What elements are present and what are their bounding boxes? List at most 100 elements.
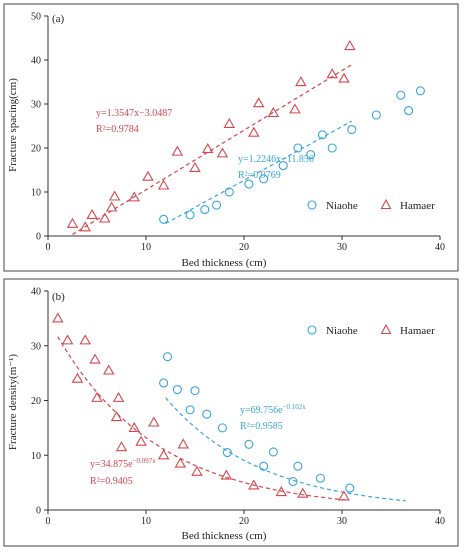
panel-a-hamaer-point (201, 142, 214, 154)
panel-b-y-tick-label: 20 (31, 396, 41, 407)
panel-b-hamaer-point (191, 465, 203, 476)
panel-b-hamaer-point (177, 438, 189, 449)
panel-a-y-tick-label: 10 (31, 188, 41, 199)
panel-b-hamaer-point (338, 490, 350, 501)
panel-a-hamaer-point (223, 117, 236, 128)
panel-a-niaohe-point (306, 150, 316, 160)
panel-a-hamaer-point (326, 68, 338, 79)
panel-a-y-tick-label: 50 (31, 12, 41, 23)
panel-a-ylabel: Fracture spacing(cm) (7, 78, 19, 172)
panel-a-hamaer-point (289, 103, 301, 114)
panel-b-niaohe-point (202, 409, 212, 419)
panel-b-hamaer-fit-label: y=34.875e−0.097x R²=0.9405 (90, 457, 156, 487)
panel-b-y-tick-label: 30 (31, 341, 41, 352)
panel-a-hamaer-point (66, 217, 79, 228)
panel-a-x-tick-label: 0 (46, 242, 51, 253)
panel-a-hamaer-point (267, 106, 280, 117)
panel-a-y-tick-label: 0 (36, 232, 41, 243)
panel-a-hamaer-point (105, 201, 118, 212)
panel-a-legend-hamaer-marker (380, 198, 392, 210)
panel-b-legend-hamaer-label: Hamaer (400, 325, 435, 337)
panel-a-hamaer-point (86, 208, 98, 220)
panel-b-hamaer-point (174, 457, 187, 468)
panel-b-niaohe-point (293, 461, 303, 471)
panel-b-legend-niaohe-label: Niaohe (326, 325, 358, 337)
panel-b: (b) Fracture density(m⁻¹) Bed thickness … (3, 278, 459, 547)
panel-b-x-tick-label: 40 (435, 516, 445, 527)
panel-a-hamaer-point (216, 147, 229, 158)
panel-b-hamaer-point (61, 334, 74, 345)
panel-b-hamaer-point (248, 479, 260, 490)
panel-a-niaohe-r2: R²=0.9769 (238, 170, 281, 181)
panel-a-x-tick-label: 20 (239, 242, 249, 253)
panel-b-hamaer-equation-base: y=34.875e (90, 459, 133, 470)
panel-b-hamaer-point (297, 487, 309, 498)
panel-b-hamaer-point (275, 486, 287, 497)
panel-b-hamaer-point (89, 353, 101, 364)
panel-b-frame (3, 278, 459, 547)
panel-b-niaohe-fit-label: y=69.756e−0.102x R²=0.9585 (240, 403, 306, 432)
panel-a-x-tick-label: 40 (435, 242, 445, 253)
panel-a-axes: 0 10 20 30 40 0 10 20 30 40 50 (31, 12, 445, 254)
panel-b-legend: Niaohe Hamaer (307, 323, 435, 337)
panel-b-y-tick-label: 0 (36, 506, 41, 517)
panel-a-niaohe-point (159, 214, 169, 224)
panel-b-hamaer-point (112, 391, 125, 402)
panel-b-x-tick-label: 30 (337, 516, 347, 527)
panel-a-x-tick-label: 30 (337, 242, 347, 253)
panel-a-hamaer-point (108, 190, 121, 201)
panel-a-niaohe-point (278, 161, 288, 171)
panel-a-hamaer-point (338, 72, 350, 83)
panel-a-niaohe-point (404, 106, 414, 116)
panel-b-niaohe-point (315, 473, 325, 483)
panel-a-hamaer-point (189, 161, 201, 172)
panel-b-niaohe-equation-base: y=69.756e (240, 405, 283, 416)
panel-a-niaohe-point (185, 210, 195, 220)
panel-b-y-tick-label: 40 (31, 287, 41, 298)
panel-b-legend-niaohe-marker (307, 325, 317, 335)
panel-a-hamaer-point (142, 170, 154, 181)
panel-a-niaohe-point (293, 143, 303, 153)
panel-b-niaohe-point (185, 405, 195, 415)
panel-b-x-tick-label: 10 (141, 516, 151, 527)
panel-b-label: (b) (52, 291, 65, 303)
panel-a-niaohe-point (244, 179, 254, 189)
panel-b-niaohe-point (345, 483, 355, 493)
panel-b-hamaer-point (91, 391, 103, 402)
panel-b-hamaer-equation-exponent: −0.097x (133, 457, 157, 465)
panel-b-niaohe-point (268, 447, 278, 457)
panel-a-hamaer-trendline (72, 64, 353, 236)
panel-b-hamaer-equation: y=34.875e−0.097x (90, 457, 156, 470)
panel-b-niaohe-point (259, 461, 269, 471)
panel-a-hamaer-point (248, 126, 260, 137)
panel-b-x-tick-label: 20 (239, 516, 249, 527)
panel-b-hamaer-point (115, 441, 128, 452)
panel-b-hamaer-point (103, 364, 115, 375)
panel-a-legend-niaohe-label: Niaohe (326, 200, 358, 212)
panel-b-hamaer-point (148, 416, 160, 427)
panel-a: (a) Fracture spacing(cm) Bed thickness (… (3, 3, 459, 272)
panel-b-legend-hamaer-marker (380, 323, 392, 335)
panel-a-niaohe-point (396, 90, 406, 100)
panel-b-hamaer-point (52, 312, 64, 323)
panel-b-hamaer-point (110, 411, 123, 422)
panel-b-niaohe-point (159, 378, 169, 388)
panel-a-niaohe-point (259, 174, 269, 184)
panel-a-niaohe-fit-label: y=1.2246x−11.856 R²=0.9769 (238, 154, 314, 181)
panel-a-niaohe-point (347, 124, 357, 135)
panel-a-legend-niaohe-marker (307, 200, 317, 210)
panel-a-hamaer-point (157, 179, 170, 190)
panel-a-niaohe-equation: y=1.2246x−11.856 (238, 154, 314, 165)
panel-a-hamaer-point (171, 145, 184, 156)
panel-b-hamaer-point (71, 372, 84, 383)
panel-a-x-tick-label: 10 (141, 242, 151, 253)
panel-b-y-tick-label: 10 (31, 451, 41, 462)
panel-a-niaohe-point (415, 86, 425, 96)
panel-a-hamaer-point (344, 40, 356, 51)
panel-b-niaohe-point (222, 447, 232, 458)
panel-b-hamaer-point (220, 469, 233, 480)
panel-a-xlabel: Bed thickness (cm) (182, 257, 267, 269)
panel-a-niaohe-point (317, 130, 327, 140)
panel-a-niaohe-point (371, 110, 381, 120)
panel-b-niaohe-point (217, 423, 227, 433)
